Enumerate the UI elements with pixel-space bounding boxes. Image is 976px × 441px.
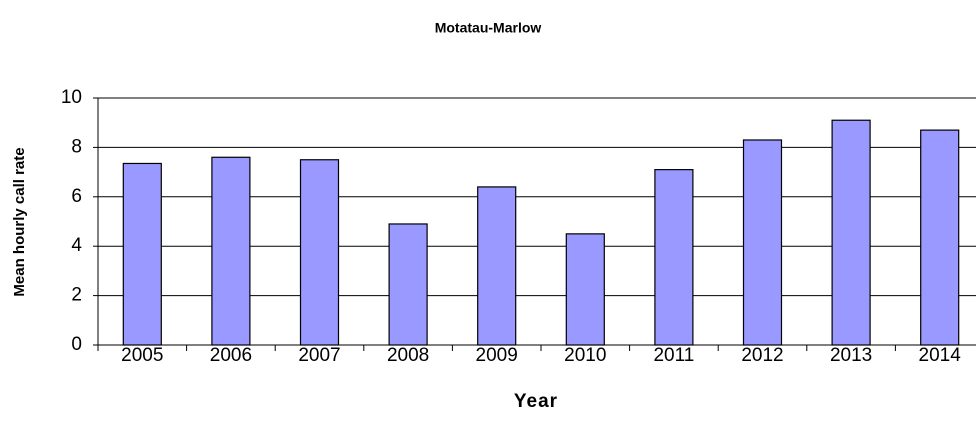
x-axis-label: Year xyxy=(514,391,558,412)
x-tick-label: 2008 xyxy=(387,345,429,366)
x-tick-label: 2006 xyxy=(210,345,252,366)
y-tick-label: 6 xyxy=(71,186,82,207)
y-axis-label: Mean hourly call rate xyxy=(11,147,28,296)
y-tick-label: 4 xyxy=(71,235,82,256)
y-tick-label: 10 xyxy=(61,87,82,108)
x-tick-label: 2005 xyxy=(121,345,163,366)
x-tick-label: 2010 xyxy=(564,345,606,366)
bar xyxy=(122,162,162,346)
x-tick-label: 2011 xyxy=(653,345,694,366)
bar xyxy=(920,129,960,346)
x-tick-label: 2012 xyxy=(741,345,783,366)
bar xyxy=(211,156,251,346)
y-tick-label: 2 xyxy=(71,285,82,306)
bar xyxy=(388,223,428,346)
bar xyxy=(299,159,340,346)
bar xyxy=(831,119,871,346)
chart-title: Motatau-Marlow xyxy=(435,20,542,36)
x-tick-label: 2007 xyxy=(298,345,340,366)
x-tick-label: 2013 xyxy=(830,345,872,366)
y-tick-label: 8 xyxy=(71,136,82,157)
y-tick-label: 0 xyxy=(71,334,82,355)
bar xyxy=(654,169,694,346)
x-tick-label: 2014 xyxy=(919,345,962,366)
x-tick-label: 2009 xyxy=(476,345,518,366)
bar xyxy=(565,233,605,346)
bar xyxy=(477,186,517,346)
bar xyxy=(742,139,783,346)
